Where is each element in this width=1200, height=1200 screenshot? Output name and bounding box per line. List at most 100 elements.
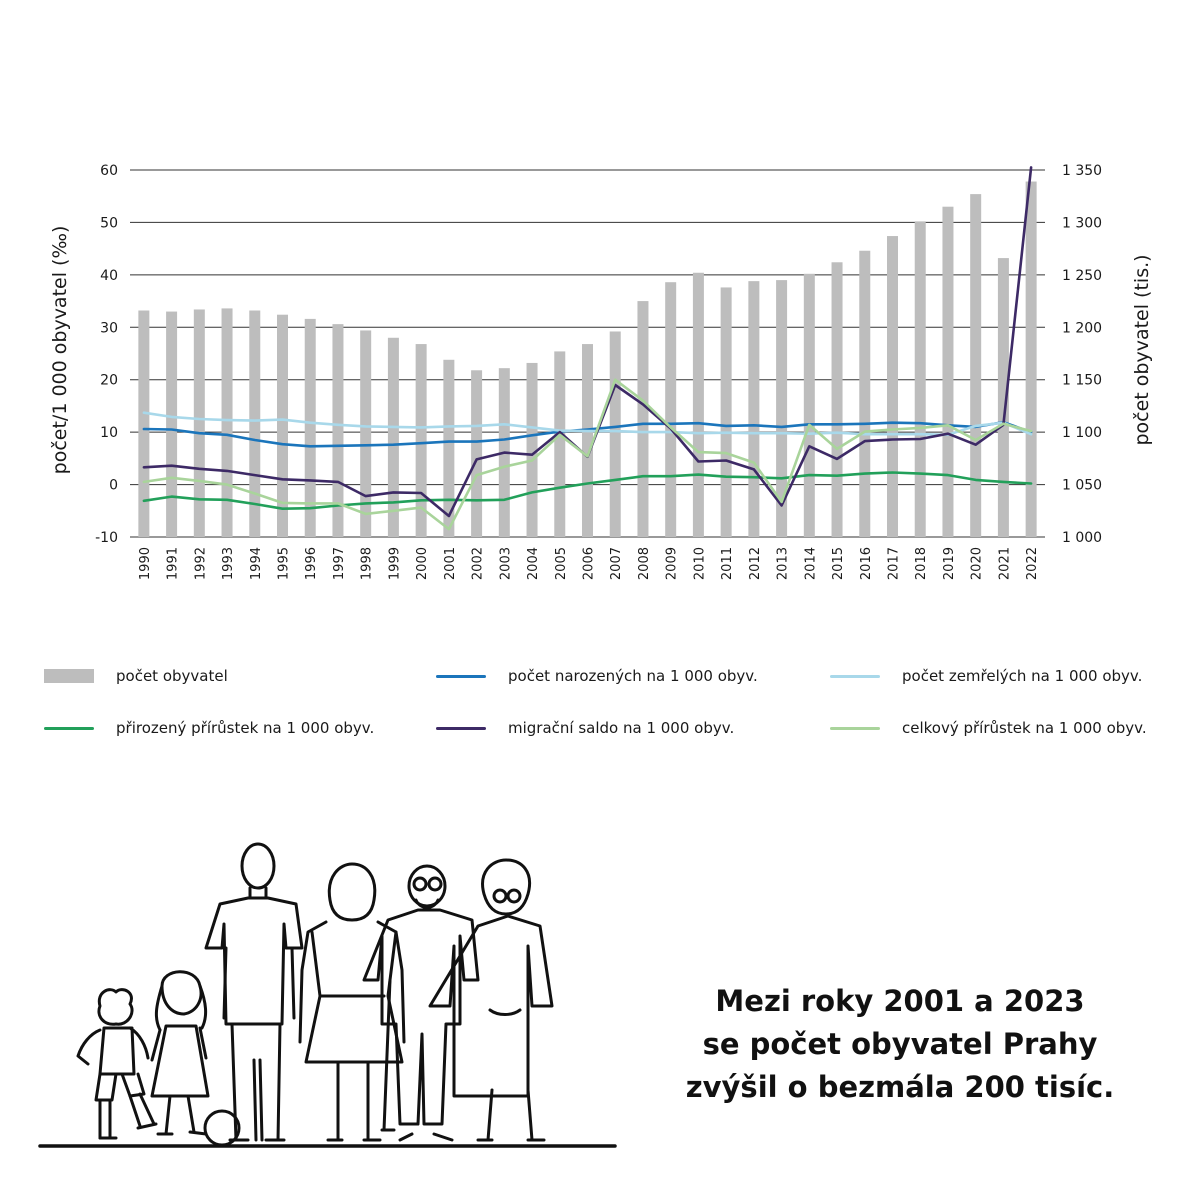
legend-label-natural-increase: přirozený přírůstek na 1 000 obyv. [116,719,375,737]
x-axis-ticks: 1990 1991 1992 1993 1994 1995 1996 1997 1998 1999… [138,547,1040,580]
right-tick-label: 1 150 [1062,373,1102,389]
left-axis-title: počet/1 000 obyvatel (‰) [49,226,71,475]
grandmother-figure [428,858,554,1142]
headline-line-2: se počet obyvatel Prahy [702,1027,1098,1061]
legend-label-births: počet narozených na 1 000 obyv. [508,667,758,685]
legend-item-natural-increase: přirozený přírůstek na 1 000 obyv. [44,716,374,740]
population-bar [942,206,954,537]
left-axis-ticks: 60 50 40 30 20 10 0 -10 [95,163,118,546]
population-bar [665,282,677,537]
population-bar [193,309,205,537]
headline-line-1: Mezi roky 2001 a 2023 [715,984,1085,1018]
births-line [142,420,1033,448]
population-bar [387,337,399,537]
right-tick-label: 1 200 [1062,320,1102,336]
population-bar [526,362,538,537]
population-bar [582,344,593,537]
right-tick-label: 1 050 [1062,478,1102,494]
ball-icon [203,1109,241,1147]
total-increase-line [142,378,1033,531]
population-bar [970,194,982,538]
x-tick-label: 1997 [332,547,347,580]
x-tick-label: 2020 [970,547,985,580]
x-tick-label: 2010 [692,547,707,580]
population-bar [554,351,566,537]
right-tick-label: 1 100 [1062,425,1102,441]
left-tick-label: -10 [95,530,118,546]
right-tick-label: 1 300 [1062,215,1102,231]
left-tick-label: 50 [100,215,118,231]
legend-swatch-deaths [830,674,880,678]
population-bar [221,308,233,537]
headline-line-3: zvýšil o bezmála 200 tisíc. [685,1070,1115,1104]
legend-label-migration: migrační saldo na 1 000 obyv. [508,719,735,737]
population-bar [332,324,344,537]
legend-swatch-population [44,669,94,683]
population-bar [859,250,871,538]
x-tick-label: 1995 [277,547,292,580]
population-bar [803,273,815,537]
population-bar [277,314,288,537]
x-tick-label: 1994 [249,547,264,580]
legend-swatch-natural-increase [44,726,94,730]
man-figure [204,842,304,1142]
x-tick-label: 2009 [665,547,680,580]
x-tick-label: 1996 [304,547,319,580]
legend-item-migration: migrační saldo na 1 000 obyv. [436,716,734,740]
legend-item-deaths: počet zemřelých na 1 000 obyv. [830,664,1142,688]
population-bar [304,318,316,537]
legend-item-births: počet narozených na 1 000 obyv. [436,664,758,688]
population-bar [776,280,788,537]
right-tick-label: 1 250 [1062,268,1102,284]
x-tick-label: 1992 [193,547,208,580]
population-bar [443,359,455,537]
x-tick-label: 2022 [1025,547,1040,580]
x-tick-label: 1999 [387,547,402,580]
right-tick-label: 1 000 [1062,530,1102,546]
rate-lines [142,166,1033,531]
population-bar [692,272,704,537]
x-tick-label: 2002 [471,547,486,580]
population-bar [831,262,843,537]
x-tick-label: 2006 [582,547,597,580]
x-tick-label: 2003 [498,547,513,580]
family-illustration [38,842,617,1148]
population-bar [415,344,427,537]
right-tick-label: 1 350 [1062,163,1102,179]
x-tick-label: 2005 [554,547,569,580]
legend-swatch-migration [436,726,486,730]
x-tick-label: 2000 [415,547,430,580]
grandfather-figure [362,864,480,1142]
legend-item-population: počet obyvatel [44,664,228,688]
population-bar [887,236,898,537]
population-bar [166,311,178,537]
population-bar [748,281,760,537]
legend-label-deaths: počet zemřelých na 1 000 obyv. [902,667,1143,685]
population-bar [720,287,732,537]
x-tick-label: 1990 [138,547,153,580]
x-tick-label: 2019 [942,547,957,580]
right-axis-title: počet obyvatel (tis.) [1131,254,1153,445]
left-tick-label: 10 [100,425,118,441]
population-bar [138,310,150,537]
x-tick-label: 2004 [526,547,541,580]
population-bar [471,370,483,537]
legend-swatch-total-increase [830,726,880,730]
legend-swatch-births [436,674,486,678]
x-tick-label: 1998 [360,547,375,580]
legend-label-total-increase: celkový přírůstek na 1 000 obyv. [902,719,1147,737]
x-tick-label: 2012 [748,547,763,580]
x-tick-label: 2017 [887,547,902,580]
x-tick-label: 2013 [776,547,791,580]
population-bar [249,310,261,537]
x-tick-label: 1991 [166,547,181,580]
x-tick-label: 2014 [803,547,818,580]
population-bar [997,258,1009,537]
chart-legend: počet obyvatel počet narozených na 1 000… [0,650,1200,760]
headline: Mezi roky 2001 a 2023 se počet obyvatel … [660,980,1140,1109]
x-tick-label: 2007 [609,547,624,580]
x-tick-label: 2016 [859,547,874,580]
x-tick-label: 2021 [997,547,1012,580]
left-tick-label: 40 [100,268,118,284]
